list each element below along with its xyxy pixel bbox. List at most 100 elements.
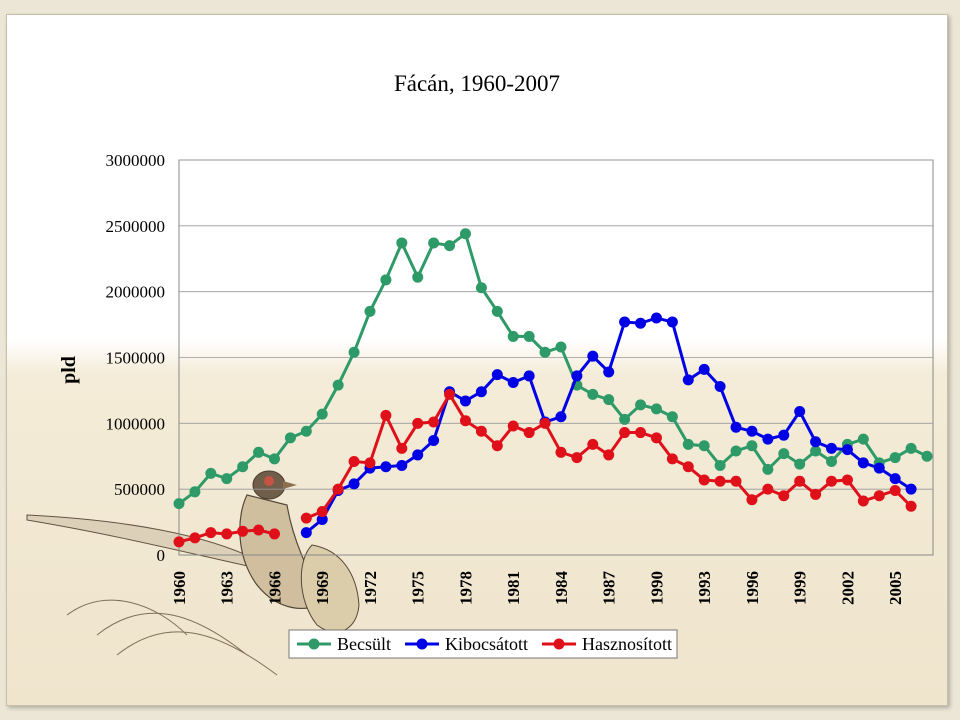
series-point-3 (396, 442, 408, 454)
series-point-3 (173, 536, 185, 548)
series-point-3 (300, 512, 312, 524)
series-point-1 (268, 453, 280, 465)
series-point-3 (380, 409, 392, 421)
series-point-3 (364, 457, 376, 469)
y-tick-label: 0 (157, 546, 166, 565)
series-point-3 (253, 524, 265, 536)
series-point-1 (332, 379, 344, 391)
series-point-1 (794, 458, 806, 470)
series-point-2 (905, 483, 917, 495)
series-point-1 (316, 408, 328, 420)
series-point-1 (475, 282, 487, 294)
series-point-3 (539, 417, 551, 429)
series-point-2 (619, 316, 631, 328)
series-point-2 (635, 317, 647, 329)
series-point-1 (459, 228, 471, 240)
series-point-2 (571, 370, 583, 382)
series-point-3 (189, 532, 201, 544)
series-line-2 (305, 316, 912, 534)
series-point-3 (237, 525, 249, 537)
chart-area: 0 500000 1000000 1500000 2000000 2500000 30000… (6, 14, 948, 706)
series-point-3 (650, 432, 662, 444)
series-point-2 (412, 449, 424, 461)
x-tick-label: 1978 (456, 571, 475, 605)
series-point-2 (873, 462, 885, 474)
series-point-3 (348, 456, 360, 468)
series-point-2 (762, 433, 774, 445)
series-point-3 (555, 446, 567, 458)
series-point-2 (698, 363, 710, 375)
series-point-1 (189, 486, 201, 498)
x-tick-label: 1993 (695, 571, 714, 605)
series-point-1 (666, 411, 678, 423)
x-tick-label: 1972 (361, 571, 380, 605)
series-point-2 (348, 478, 360, 490)
series-point-1 (444, 240, 456, 252)
y-tick-label: 500000 (114, 480, 165, 499)
series-point-2 (459, 395, 471, 407)
series-point-1 (380, 274, 392, 286)
x-tick-label: 1996 (743, 571, 762, 605)
x-tick-label: 1981 (504, 571, 523, 605)
series-point-1 (619, 413, 631, 425)
series-point-1 (539, 346, 551, 358)
x-tick-label: 1975 (409, 571, 428, 605)
series-point-1 (412, 271, 424, 283)
series-point-3 (666, 453, 678, 465)
series-point-2 (587, 350, 599, 362)
series-point-3 (412, 417, 424, 429)
series-point-1 (698, 440, 710, 452)
y-tick-label: 2500000 (106, 217, 166, 236)
series-point-2 (810, 436, 822, 448)
y-tick-label: 2000000 (106, 283, 166, 302)
legend-swatch-marker (416, 638, 428, 650)
series-point-1 (253, 446, 265, 458)
series-point-1 (507, 330, 519, 342)
line-chart: 0 500000 1000000 1500000 2000000 2500000 30000… (26, 71, 934, 676)
y-tick-label: 3000000 (106, 151, 166, 170)
series-point-3 (778, 490, 790, 502)
pheasant-illustration (26, 470, 360, 676)
series-point-3 (698, 474, 710, 486)
series-point-2 (428, 434, 440, 446)
x-tick-label: 2002 (838, 571, 857, 605)
series-point-3 (826, 475, 838, 487)
series-point-2 (857, 457, 869, 469)
series-point-2 (794, 405, 806, 417)
series-point-1 (682, 438, 694, 450)
series-point-2 (889, 473, 901, 485)
series-point-1 (921, 450, 933, 462)
series-point-3 (491, 440, 503, 452)
series-point-2 (475, 386, 487, 398)
series-point-1 (348, 346, 360, 358)
series-point-3 (841, 474, 853, 486)
series-point-3 (730, 475, 742, 487)
series-point-2 (841, 444, 853, 456)
series-point-3 (507, 420, 519, 432)
series-point-3 (571, 452, 583, 464)
series-point-1 (523, 330, 535, 342)
series-point-2 (682, 374, 694, 386)
series-point-1 (173, 498, 185, 510)
series-point-3 (332, 483, 344, 495)
series-point-1 (221, 473, 233, 485)
series-point-1 (857, 433, 869, 445)
series-point-3 (619, 427, 631, 439)
series-point-2 (650, 312, 662, 324)
y-tick-label: 1500000 (106, 349, 166, 368)
series-point-2 (380, 461, 392, 473)
series-point-3 (857, 495, 869, 507)
series-point-1 (603, 394, 615, 406)
series-point-1 (635, 399, 647, 411)
series-point-1 (650, 403, 662, 415)
series-point-3 (316, 506, 328, 518)
series-point-1 (826, 456, 838, 468)
series-point-1 (810, 445, 822, 457)
series-point-2 (555, 411, 567, 423)
series-point-3 (444, 388, 456, 400)
series-point-3 (810, 488, 822, 500)
series-point-3 (603, 449, 615, 461)
series-point-3 (873, 490, 885, 502)
legend-swatch-marker (553, 638, 565, 650)
series-point-2 (316, 513, 328, 525)
